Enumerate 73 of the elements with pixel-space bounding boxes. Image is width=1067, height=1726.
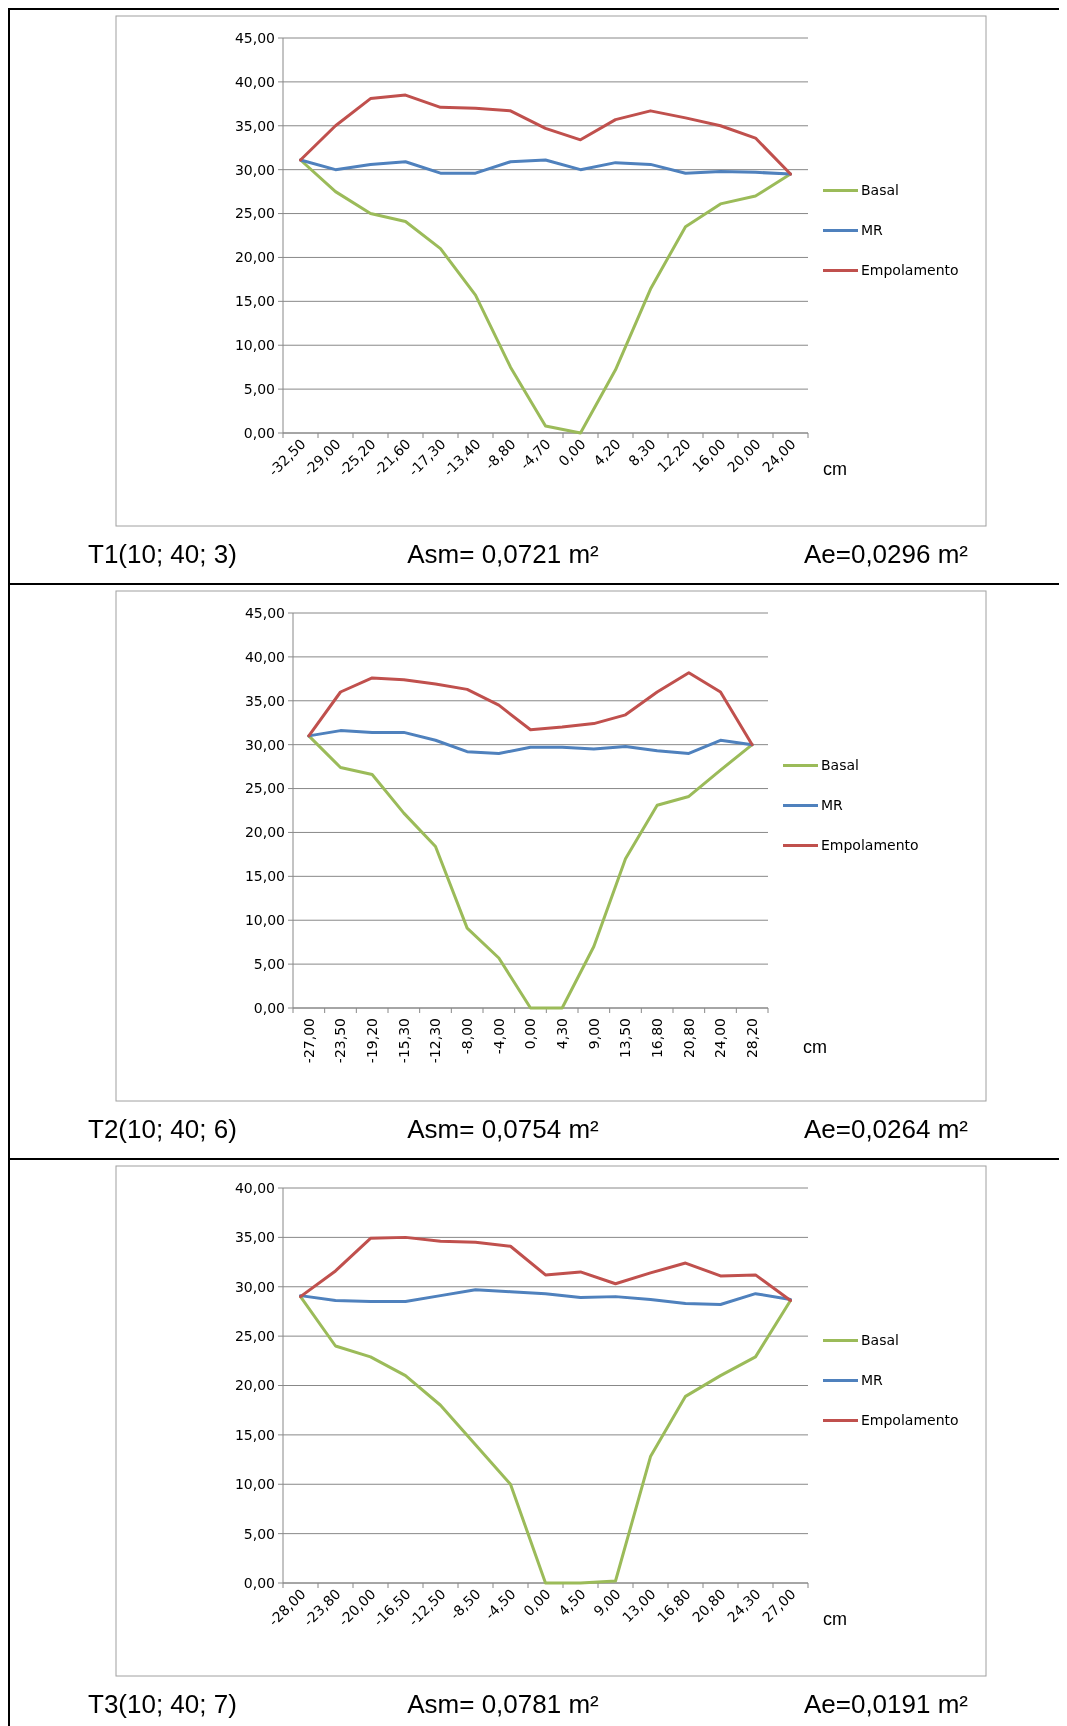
line-series <box>307 671 754 747</box>
y-tick-label: 30,00 <box>234 161 275 178</box>
line-series <box>299 1295 792 1585</box>
y-tick-label: 35,00 <box>244 692 285 709</box>
x-tick-label: 0,00 <box>522 1018 539 1050</box>
x-tick-label: 20,80 <box>680 1018 697 1059</box>
y-tick-label: 25,00 <box>234 205 275 222</box>
text: Ae=0,0296 m² <box>803 539 969 569</box>
legend-label: Basal <box>861 1332 899 1349</box>
y-tick-label: 20,00 <box>234 1377 275 1394</box>
y-tick-label: 10,00 <box>234 1476 275 1493</box>
x-tick-label: 9,00 <box>585 1018 602 1050</box>
legend-label: MR <box>821 797 844 814</box>
y-tick-label: 25,00 <box>234 1328 275 1345</box>
y-tick-label: 5,00 <box>243 1525 275 1542</box>
legend-label: MR <box>861 222 884 239</box>
text: T1(10; 40; 3) <box>88 539 237 569</box>
x-axis-title: cm <box>803 1037 827 1057</box>
x-axis-title: cm <box>823 1609 847 1629</box>
legend-label: Empolamento <box>821 837 919 854</box>
y-tick-label: 0,00 <box>243 1574 275 1591</box>
line-series <box>307 734 754 1010</box>
y-tick-label: 20,00 <box>234 249 275 266</box>
y-tick-label: 5,00 <box>253 956 285 973</box>
y-tick-label: 0,00 <box>253 999 285 1016</box>
y-tick-label: 10,00 <box>234 337 275 354</box>
y-tick-label: 25,00 <box>244 780 285 797</box>
x-tick-label: -4,00 <box>490 1018 507 1055</box>
x-tick-label: -19,20 <box>364 1018 381 1064</box>
y-tick-label: 30,00 <box>244 736 285 753</box>
text: Asm= 0,0781 m² <box>407 1689 600 1719</box>
x-tick-label: 24,00 <box>712 1018 729 1059</box>
text: T3(10; 40; 7) <box>88 1689 237 1719</box>
text: Ae=0,0264 m² <box>803 1114 969 1144</box>
line-series <box>299 1288 792 1307</box>
x-tick-label: -23,50 <box>332 1018 349 1064</box>
y-tick-label: 5,00 <box>243 381 275 398</box>
x-tick-label: -8,00 <box>459 1018 476 1055</box>
legend-label: Basal <box>821 757 859 774</box>
y-tick-label: 15,00 <box>234 1426 275 1443</box>
x-axis-title: cm <box>823 459 847 479</box>
y-tick-label: 20,00 <box>244 824 285 841</box>
text: T2(10; 40; 6) <box>88 1114 237 1144</box>
y-tick-label: 35,00 <box>234 117 275 134</box>
y-tick-label: 45,00 <box>234 29 275 46</box>
line-series <box>299 1235 792 1303</box>
y-tick-label: 15,00 <box>244 868 285 885</box>
y-tick-label: 10,00 <box>244 912 285 929</box>
x-tick-label: -15,30 <box>395 1018 412 1064</box>
x-tick-label: 28,20 <box>744 1018 761 1059</box>
legend-label: MR <box>861 1372 884 1389</box>
x-tick-label: -27,00 <box>300 1018 317 1064</box>
text: Asm= 0,0721 m² <box>407 539 600 569</box>
text: Ae=0,0191 m² <box>803 1689 969 1719</box>
legend-label: Empolamento <box>861 1412 959 1429</box>
y-tick-label: 35,00 <box>234 1229 275 1246</box>
y-tick-label: 15,00 <box>234 293 275 310</box>
legend-label: Basal <box>861 182 899 199</box>
y-tick-label: 0,00 <box>243 424 275 441</box>
y-tick-label: 45,00 <box>244 604 285 621</box>
legend-label: Empolamento <box>861 262 959 279</box>
text: Asm= 0,0754 m² <box>407 1114 600 1144</box>
x-tick-label: -12,30 <box>427 1018 444 1064</box>
y-tick-label: 40,00 <box>234 1179 275 1196</box>
y-tick-label: 30,00 <box>234 1278 275 1295</box>
y-tick-label: 40,00 <box>244 648 285 665</box>
line-series <box>307 729 754 755</box>
y-tick-label: 40,00 <box>234 73 275 90</box>
x-tick-label: 13,50 <box>617 1018 634 1059</box>
x-tick-label: 4,30 <box>554 1018 571 1050</box>
line-series <box>299 158 792 176</box>
x-tick-label: 16,80 <box>649 1018 666 1059</box>
line-series <box>299 93 792 176</box>
